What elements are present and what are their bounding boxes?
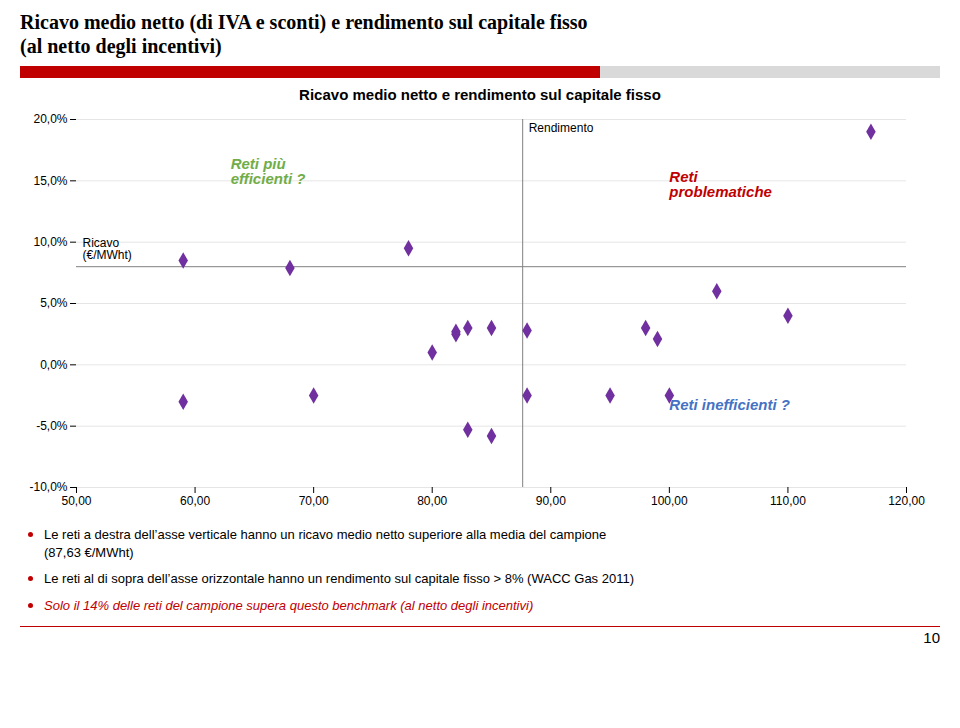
svg-text:100,00: 100,00 xyxy=(651,494,688,508)
html-text:Solo il 14% delle reti del cam: Solo il 14% delle reti del campione supe… xyxy=(44,597,534,613)
html-text:Ricavo medio netto e rendiment: Ricavo medio netto e rendimento sul capi… xyxy=(299,86,661,103)
svg-text:90,00: 90,00 xyxy=(536,494,566,508)
svg-text:-5,0%: -5,0% xyxy=(36,419,68,433)
html-text:Ricavo medio netto (di IVA e s: Ricavo medio netto (di IVA e sconti) e r… xyxy=(20,11,588,57)
html-text:Le reti al di sopra dell’asse: Le reti al di sopra dell’asse orizzontal… xyxy=(44,571,634,587)
svg-text:20,0%: 20,0% xyxy=(33,112,67,126)
svg-text:-10,0%: -10,0% xyxy=(29,480,67,494)
svg-text:Reti piùefficienti ?: Reti piùefficienti ? xyxy=(231,155,306,187)
svg-text:60,00: 60,00 xyxy=(180,494,210,508)
svg-text:120,00: 120,00 xyxy=(888,494,925,508)
svg-text:80,00: 80,00 xyxy=(417,494,447,508)
svg-text:110,00: 110,00 xyxy=(770,494,806,508)
html-text:Le reti a destra dell’asse ver: Le reti a destra dell’asse verticale han… xyxy=(44,527,607,560)
svg-text:Rendimento: Rendimento xyxy=(529,121,594,135)
svg-text:5,0%: 5,0% xyxy=(40,296,68,310)
svg-text:15,0%: 15,0% xyxy=(33,174,67,188)
svg-text:0,0%: 0,0% xyxy=(40,358,68,372)
svg-text:Ricavo(€/MWht): Ricavo(€/MWht) xyxy=(83,236,132,262)
svg-text:Retiproblematiche: Retiproblematiche xyxy=(668,168,772,200)
svg-text:70,00: 70,00 xyxy=(299,494,329,508)
html-text:10: 10 xyxy=(923,629,940,647)
svg-text:50,00: 50,00 xyxy=(61,494,91,508)
svg-text:Reti inefficienti ?: Reti inefficienti ? xyxy=(669,396,790,413)
svg-text:10,0%: 10,0% xyxy=(33,235,67,249)
